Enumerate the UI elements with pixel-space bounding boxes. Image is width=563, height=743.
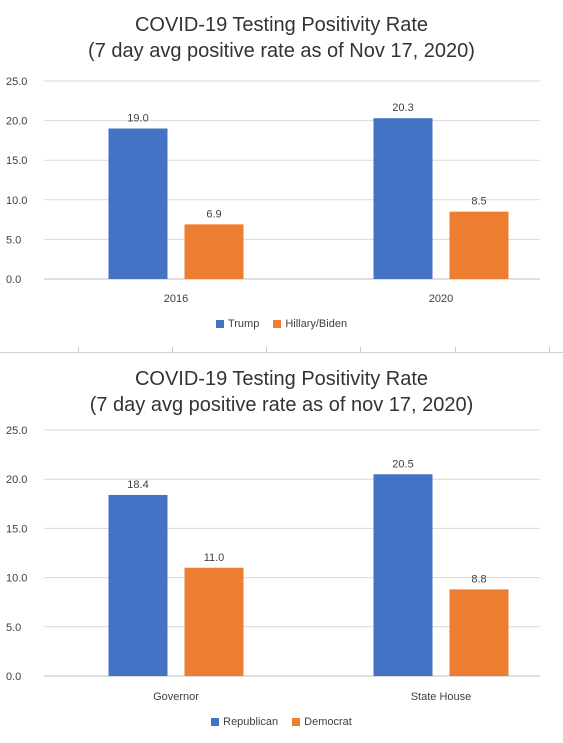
edge-tick (172, 347, 173, 352)
y-tick-label: 15.0 (6, 523, 27, 535)
bar-hillary-biden-2020 (449, 211, 509, 279)
bar-republican-state-house (373, 474, 433, 676)
legend-label-trump: Trump (227, 318, 260, 330)
y-tick-label: 5.0 (6, 622, 21, 634)
y-tick-label: 0.0 (6, 274, 21, 286)
legend-swatch-trump (215, 320, 224, 328)
data-label-trump-2016: 19.0 (127, 113, 148, 125)
bar-republican-governor (108, 494, 168, 676)
y-tick-label: 15.0 (6, 155, 27, 167)
chart-panel-governor-statehouse: COVID-19 Testing Positivity Rate (7 day … (0, 362, 563, 743)
legend-label-republican: Republican (223, 716, 279, 728)
y-tick-label: 20.0 (6, 474, 27, 486)
y-tick-label: 25.0 (6, 76, 27, 88)
chart-subtitle: (7 day avg positive rate as of nov 17, 2… (89, 394, 474, 416)
category-label: 2020 (429, 293, 453, 305)
bar-chart-plot: 0.0 5.0 10.0 15.0 20.0 25.0 18.4 11.0 Governor 20… (6, 425, 540, 703)
legend-swatch-hillary-biden (273, 320, 282, 328)
category-label: State House (411, 691, 472, 703)
category-label: Governor (153, 691, 199, 703)
edge-tick (549, 347, 550, 352)
chart-legend: Trump Hillary/Biden (0, 318, 563, 330)
legend-item-trump: Trump (215, 318, 260, 330)
bar-trump-2020 (373, 118, 433, 279)
y-tick-label: 10.0 (6, 195, 27, 207)
bar-hillary-biden-2016 (184, 224, 244, 279)
chart-title: COVID-19 Testing Positivity Rate (134, 14, 429, 36)
edge-tick (360, 347, 361, 352)
bar-democrat-governor (184, 567, 244, 676)
chart-panel-2016-2020: COVID-19 Testing Positivity Rate (7 day … (0, 0, 563, 352)
y-tick-label: 0.0 (6, 671, 21, 683)
panel-divider (0, 352, 563, 353)
legend-swatch-democrat (292, 718, 301, 726)
y-tick-label: 25.0 (6, 425, 27, 437)
legend-item-democrat: Democrat (292, 716, 352, 728)
legend-label-democrat: Democrat (304, 716, 352, 728)
bar-chart-plot: 0.0 5.0 10.0 15.0 20.0 25.0 19.0 6.9 2016 20.3 8.5… (6, 76, 540, 305)
legend-item-republican: Republican (211, 716, 278, 728)
legend-swatch-republican (211, 718, 220, 726)
y-tick-label: 20.0 (6, 116, 27, 128)
data-label-republican-governor: 18.4 (127, 479, 148, 491)
data-label-democrat-governor: 11.0 (204, 552, 225, 564)
legend-item-hillary-biden: Hillary/Biden (273, 318, 347, 330)
chart-title: COVID-19 Testing Positivity Rate (134, 368, 429, 390)
edge-tick (266, 347, 267, 352)
data-label-democrat-state-house: 8.8 (471, 573, 486, 585)
y-tick-label: 10.0 (6, 573, 27, 585)
data-label-hillary-biden-2020: 8.5 (471, 196, 486, 208)
data-label-trump-2020: 20.3 (392, 102, 413, 114)
bar-trump-2016 (108, 128, 168, 279)
y-tick-label: 5.0 (6, 234, 21, 246)
edge-tick (455, 347, 456, 352)
data-label-hillary-biden-2016: 6.9 (206, 208, 221, 220)
legend-label-hillary-biden: Hillary/Biden (285, 318, 348, 330)
bar-democrat-state-house (449, 589, 509, 676)
data-label-republican-state-house: 20.5 (392, 458, 413, 470)
category-label: 2016 (164, 293, 188, 305)
chart-subtitle: (7 day avg positive rate as of Nov 17, 2… (88, 40, 475, 62)
edge-tick (78, 347, 79, 352)
chart-legend: Republican Democrat (0, 716, 563, 728)
